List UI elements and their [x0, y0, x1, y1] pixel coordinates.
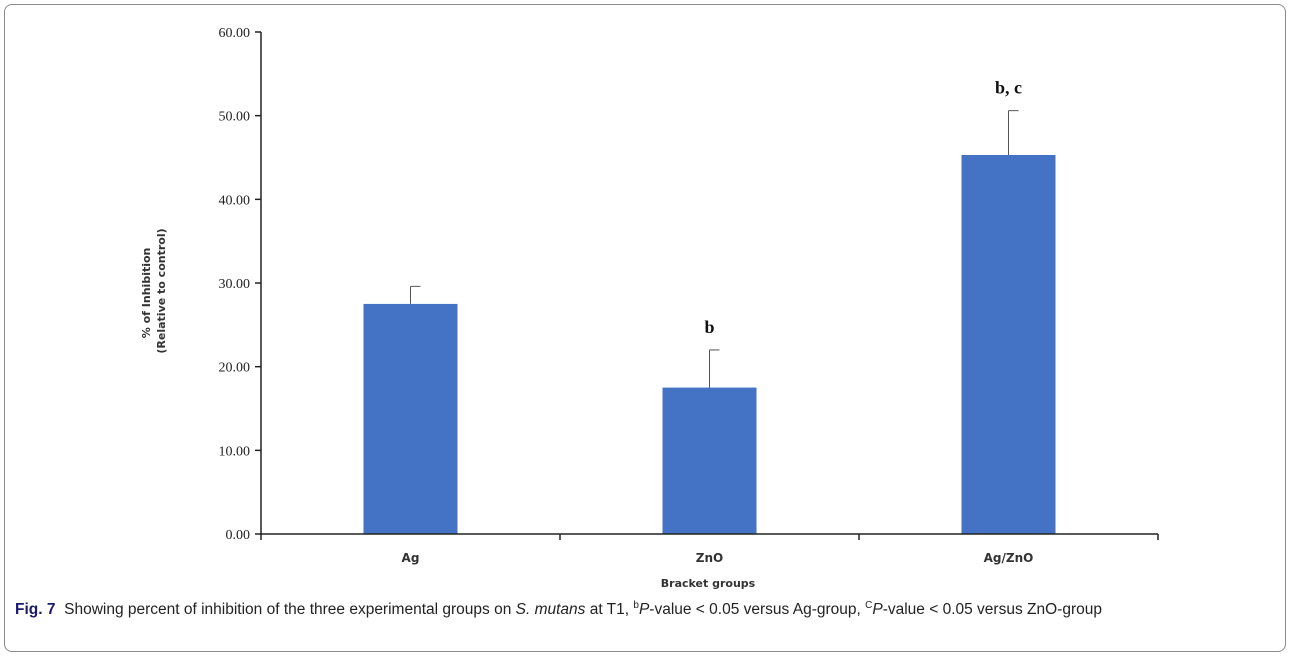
- bar-ag-zno: [961, 154, 1056, 535]
- caption-organism: S. mutans: [515, 601, 586, 618]
- y-tick-label: 20.00: [219, 361, 251, 376]
- caption-text-4: -value < 0.05 versus ZnO-group: [882, 601, 1102, 618]
- caption-text-1: Showing percent of inhibition of the thr…: [64, 601, 516, 618]
- significance-labels: b b, c: [704, 78, 1022, 337]
- caption-text-2: at T1,: [585, 601, 634, 618]
- x-axis-ticks: [260, 534, 1159, 540]
- x-category-label: ZnO: [696, 551, 723, 565]
- y-axis-title-line2: (Relative to control): [155, 228, 168, 353]
- bars: [363, 154, 1056, 535]
- x-axis-category-labels: Ag ZnO Ag/ZnO: [402, 551, 1034, 565]
- x-axis-title: Bracket groups: [661, 577, 756, 590]
- caption-p-1: P: [638, 601, 650, 618]
- figure-caption: Fig. 7 Showing percent of inhibition of …: [15, 598, 1275, 621]
- caption-text-3: -value < 0.05 versus Ag-group,: [649, 601, 866, 618]
- y-tick-label: 30.00: [219, 277, 251, 292]
- bar-chart: 0.00 10.00 20.00 30.00 40.00 50.00 60.00 b b, c…: [140, 26, 1159, 590]
- caption-p-2: P: [872, 601, 883, 618]
- significance-label: b, c: [995, 78, 1022, 98]
- error-bars: [410, 110, 1019, 388]
- bar-ag: [363, 303, 458, 534]
- caption-sup-c: C: [865, 600, 873, 611]
- x-category-label: Ag/ZnO: [984, 551, 1034, 565]
- y-axis-ticks: 0.00 10.00 20.00 30.00 40.00 50.00 60.00: [219, 26, 261, 543]
- significance-label: b: [704, 317, 714, 337]
- bar-zno: [662, 387, 757, 534]
- y-tick-label: 50.00: [219, 110, 251, 125]
- y-tick-label: 60.00: [219, 26, 251, 41]
- y-tick-label: 0.00: [226, 528, 251, 543]
- y-tick-label: 10.00: [219, 444, 251, 459]
- y-tick-label: 40.00: [219, 193, 251, 208]
- x-category-label: Ag: [402, 551, 420, 565]
- y-axis-title-line1: % of Inhibition: [140, 248, 153, 339]
- figure-frame: [4, 4, 1286, 652]
- caption-figure-label: Fig. 7: [15, 601, 56, 618]
- caption-sup-b: b: [633, 600, 639, 611]
- y-axis-title: % of Inhibition (Relative to control): [140, 228, 168, 353]
